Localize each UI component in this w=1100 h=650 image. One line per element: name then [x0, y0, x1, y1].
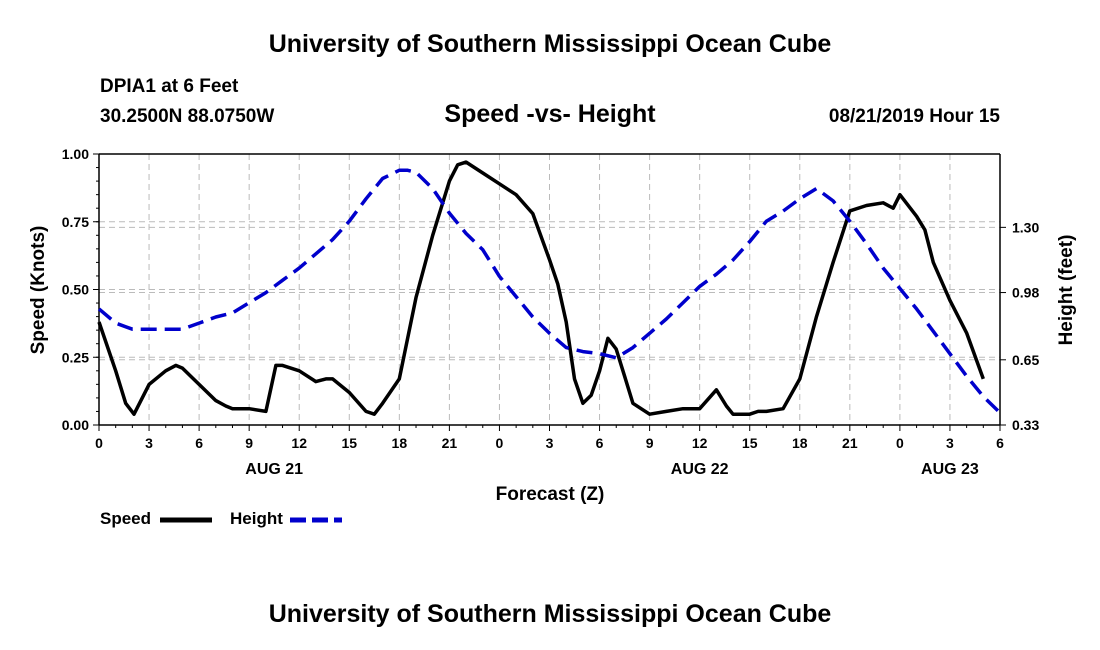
y-tick-label: 1.00: [62, 146, 89, 162]
y2-tick-label: 0.65: [1012, 352, 1039, 368]
x-tick-label: 3: [546, 435, 554, 451]
y-tick-label: 0.25: [62, 349, 89, 365]
x-tick-label: 3: [145, 435, 153, 451]
x-tick-label: 6: [996, 435, 1004, 451]
y2-tick-label: 1.30: [1012, 219, 1039, 235]
x-tick-label: 15: [341, 435, 357, 451]
bottom-title: University of Southern Mississippi Ocean…: [268, 600, 832, 628]
x-tick-label: 12: [291, 435, 307, 451]
y-tick-label: 0.75: [62, 214, 89, 230]
x-axis-title: Forecast (Z): [496, 484, 605, 505]
legend-speed-label: Speed: [100, 509, 152, 528]
x-tick-label: 18: [392, 435, 408, 451]
x-date-label: AUG 22: [671, 461, 729, 478]
station-name: DPIA1 at 6 Feet: [100, 76, 239, 97]
height-series-line: [97, 168, 1002, 415]
x-tick-label: 15: [742, 435, 758, 451]
legend-height-label: Height: [230, 509, 283, 528]
chart-title: Speed -vs- Height: [444, 100, 656, 128]
x-tick-label: 12: [692, 435, 708, 451]
y-tick-label: 0.00: [62, 417, 89, 433]
x-tick-label: 0: [896, 435, 904, 451]
x-tick-label: 21: [442, 435, 458, 451]
y2-tick-label: 0.98: [1012, 285, 1039, 301]
x-tick-label: 0: [496, 435, 504, 451]
y2-tick-label: 0.33: [1012, 417, 1039, 433]
x-date-label: AUG 21: [245, 461, 303, 478]
y-tick-label: 0.50: [62, 282, 89, 298]
y-axis-title: Speed (Knots): [28, 226, 49, 355]
x-tick-label: 21: [842, 435, 858, 451]
x-tick-label: 6: [195, 435, 203, 451]
x-tick-label: 6: [596, 435, 604, 451]
y2-axis-title: Height (feet): [1056, 235, 1077, 346]
speed-series-line: [97, 160, 985, 416]
x-tick-label: 9: [646, 435, 654, 451]
station-coordinates: 30.2500N 88.0750W: [100, 106, 275, 127]
top-title: University of Southern Mississippi Ocean…: [268, 30, 832, 58]
x-tick-label: 18: [792, 435, 808, 451]
x-tick-label: 3: [946, 435, 954, 451]
x-date-label: AUG 23: [921, 461, 979, 478]
x-tick-label: 9: [245, 435, 253, 451]
x-tick-label: 0: [95, 435, 103, 451]
forecast-datetime: 08/21/2019 Hour 15: [828, 106, 1000, 127]
